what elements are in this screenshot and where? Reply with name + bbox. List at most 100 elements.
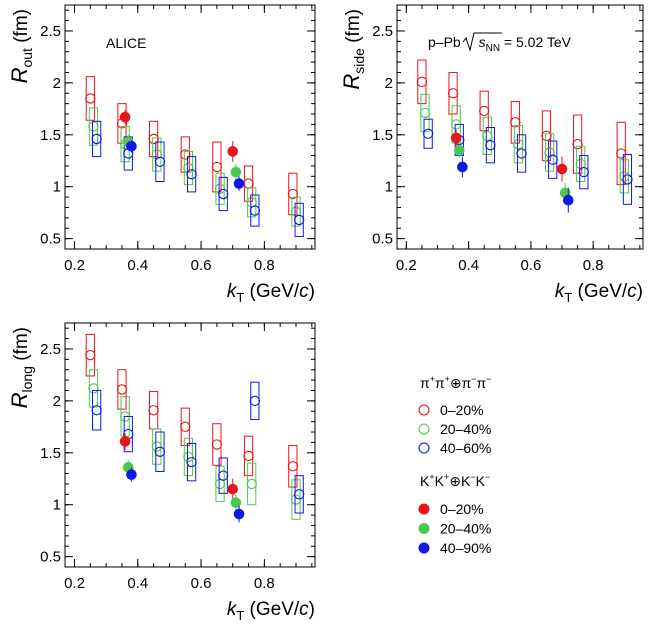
kaon-marker [556,163,568,175]
legend-pion-header: π+π+⊕π−π− [420,374,491,391]
sys-error-box [510,101,520,144]
pion-marker [85,93,96,104]
plot-frame [64,322,316,568]
sys-error-box [155,431,165,472]
pion-marker [183,162,194,174]
kaon-marker [233,178,245,189]
x-tick-label: 0.6 [191,575,212,592]
pion-marker [572,138,583,150]
x-tick-label: 0.2 [396,257,417,274]
y-tick-label: 1.5 [372,127,393,144]
pion-marker [294,489,305,500]
pion-marker [616,148,627,159]
pion-marker [180,149,191,160]
sys-error-box [85,76,95,121]
legend-marker-open [418,442,430,454]
x-tick-label: 0.8 [254,575,275,592]
y-tick-label: 1.5 [40,127,61,144]
y-tick-label: 2.5 [40,341,61,358]
legend-entry-label: 40–60% [440,440,491,456]
sys-error-box [92,120,102,158]
kaon-marker [233,508,245,520]
legend-marker-filled [418,542,430,554]
sys-error-box [288,445,298,488]
sys-error-box [243,435,254,477]
y-tick-label: 2.5 [372,23,393,40]
sys-error-box [148,391,159,430]
kaon-marker [453,145,465,156]
kaon-marker [126,140,137,152]
sys-error-box [180,407,190,447]
sys-error-box [243,165,254,202]
pion-marker [214,183,226,194]
kaon-marker [126,469,137,480]
y-tick-label: 1 [53,179,61,196]
pion-marker [85,350,96,361]
pion-marker [116,384,128,395]
data-layer [416,59,633,213]
sys-error-box [117,369,127,410]
sys-error-box [247,462,257,506]
sys-error-box [250,381,260,421]
kaon-marker [119,111,131,123]
x-axis-title: kT (GeV/c) [555,281,643,305]
y-tick-label: 2 [385,75,393,92]
sys-error-box [448,71,458,115]
sys-error-box [247,187,257,218]
sys-error-box [541,110,552,162]
kaon-marker [450,132,462,144]
kaon-marker [457,161,468,173]
sys-error-box [420,93,430,133]
pion-marker [211,161,223,173]
y-tick-label: 0.5 [372,231,393,248]
sys-error-box [152,428,162,465]
legend-entry-label: 0–20% [440,501,484,517]
pion-marker [148,405,159,416]
y-tick-label: 0.5 [40,549,61,566]
pion-marker [88,121,99,132]
pion-marker [186,169,197,180]
pion-marker [479,105,490,117]
legend-kaon-header: K+K+⊕K−K− [420,472,490,489]
experiment-label: ALICE [106,35,146,51]
y-axis-title: Rlong (fm) [7,327,35,408]
kaon-marker [230,166,242,178]
legend-marker-open [418,423,430,435]
pion-marker [148,133,159,145]
sys-error-box [92,389,102,431]
x-axis-title: kT (GeV/c) [227,599,315,623]
pion-marker [180,421,191,432]
pion-marker [294,214,305,226]
sys-error-box [88,369,99,408]
x-tick-label: 0.2 [64,575,85,592]
y-axis-title: Rout (fm) [7,9,35,83]
x-tick-label: 0.4 [127,257,148,274]
pion-marker [422,128,434,139]
y-tick-label: 2.5 [40,23,61,40]
legend-entry-label: 0–20% [440,402,484,418]
pion-marker [541,130,552,141]
sys-error-box [180,136,190,173]
sys-error-box [417,59,427,105]
sys-error-box [88,107,99,146]
sys-error-box [423,118,433,149]
plot-frame [396,4,644,250]
sqrt-sign-icon [462,32,502,52]
sys-error-box [215,172,225,205]
pion-marker [183,451,194,463]
pion-marker [416,76,428,87]
legend-marker-filled [418,503,430,515]
kaon-marker [227,146,239,157]
x-tick-label: 0.4 [127,575,148,592]
panel-rout: 0.2 0.4 0.6 0.8 0.5 1 1.5 2 2.5 kT (GeV/c) Rout (f… [7,4,316,305]
x-tick-label: 0.4 [458,257,479,274]
pion-marker [287,188,298,200]
legend-entry-label: 20–40% [440,421,491,437]
pion-marker [482,130,493,141]
pion-marker [88,383,99,394]
x-tick-label: 0.8 [254,257,275,274]
pion-marker [249,205,261,216]
y-tick-label: 1 [53,497,61,514]
pion-marker [622,174,633,185]
sys-error-box [616,121,626,186]
